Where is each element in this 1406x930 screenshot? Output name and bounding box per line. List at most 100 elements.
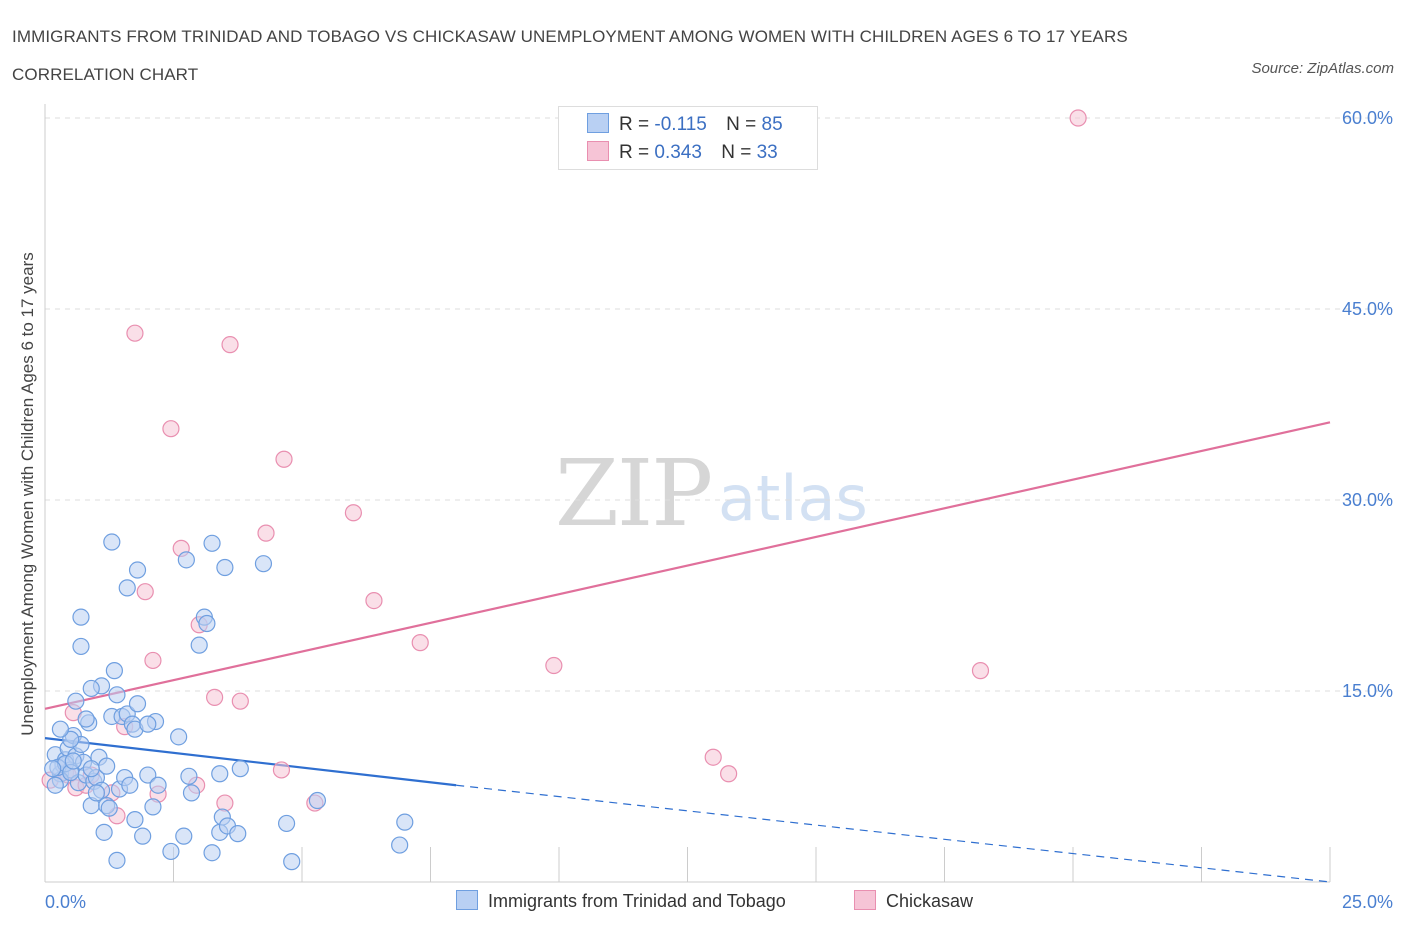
legend-label: Immigrants from Trinidad and Tobago bbox=[488, 891, 786, 911]
point-trinidad bbox=[308, 791, 327, 810]
legend-swatch-pink bbox=[854, 890, 876, 910]
legend-swatch-pink bbox=[587, 141, 609, 161]
point-trinidad bbox=[283, 853, 301, 871]
point-chickasaw bbox=[221, 336, 239, 354]
gridlines bbox=[45, 117, 1390, 692]
r-value: 0.343 bbox=[654, 142, 702, 163]
point-trinidad bbox=[98, 757, 116, 775]
y-tick-label: 15.0% bbox=[1342, 681, 1393, 701]
point-trinidad bbox=[67, 692, 85, 710]
x-tick-label: 0.0% bbox=[45, 892, 86, 912]
point-chickasaw bbox=[720, 765, 738, 783]
chart-title: IMMIGRANTS FROM TRINIDAD AND TOBAGO VS C… bbox=[12, 27, 1128, 84]
legend-item-chickasaw: Chickasaw bbox=[854, 886, 973, 916]
n-label: N = bbox=[721, 142, 752, 163]
point-chickasaw bbox=[144, 651, 162, 670]
point-trinidad bbox=[211, 765, 229, 783]
legend-label: Chickasaw bbox=[886, 891, 974, 911]
point-trinidad bbox=[139, 715, 157, 733]
point-trinidad bbox=[100, 799, 118, 817]
point-trinidad bbox=[231, 760, 249, 778]
point-trinidad bbox=[126, 811, 144, 829]
trend-line-trinidad-extension bbox=[456, 784, 1331, 883]
y-tick-label: 45.0% bbox=[1342, 299, 1393, 319]
point-trinidad bbox=[87, 784, 106, 802]
watermark-zip: ZIP bbox=[555, 440, 713, 547]
point-chickasaw bbox=[231, 692, 249, 710]
point-trinidad bbox=[396, 813, 414, 831]
point-chickasaw bbox=[704, 748, 722, 766]
point-trinidad bbox=[144, 798, 162, 816]
point-trinidad bbox=[134, 827, 152, 845]
series-legend: Immigrants from Trinidad and Tobago Chic… bbox=[0, 886, 1406, 916]
r-value: -0.115 bbox=[654, 114, 707, 135]
point-chickasaw bbox=[126, 324, 144, 342]
point-trinidad bbox=[149, 776, 167, 794]
legend-swatch-blue bbox=[587, 113, 609, 133]
point-trinidad bbox=[77, 710, 95, 728]
point-trinidad bbox=[203, 844, 221, 862]
point-trinidad bbox=[108, 686, 126, 704]
x-tick-label: 25.0% bbox=[1342, 892, 1393, 912]
legend-swatch-blue bbox=[456, 890, 478, 910]
point-chickasaw bbox=[545, 656, 563, 675]
n-value: 33 bbox=[756, 142, 778, 163]
point-chickasaw bbox=[1069, 109, 1087, 127]
point-trinidad bbox=[103, 533, 121, 551]
axes bbox=[44, 104, 1331, 883]
point-trinidad bbox=[198, 614, 216, 633]
stats-legend-row-blue: R = -0.115 N = 85 bbox=[587, 111, 783, 139]
r-label: R = bbox=[619, 142, 650, 163]
point-trinidad bbox=[277, 814, 296, 833]
n-value: 85 bbox=[761, 114, 783, 135]
point-trinidad bbox=[139, 766, 157, 784]
point-trinidad bbox=[64, 752, 82, 770]
point-trinidad bbox=[82, 760, 100, 778]
point-trinidad bbox=[177, 551, 195, 569]
point-trinidad bbox=[128, 561, 147, 579]
trend-lines bbox=[44, 421, 1331, 883]
point-chickasaw bbox=[206, 688, 224, 706]
point-trinidad bbox=[203, 534, 221, 552]
point-chickasaw bbox=[216, 794, 234, 812]
point-chickasaw bbox=[136, 583, 154, 601]
point-trinidad bbox=[82, 679, 100, 698]
point-trinidad bbox=[105, 662, 123, 680]
point-trinidad bbox=[121, 776, 139, 794]
data-points bbox=[41, 109, 1087, 871]
point-chickasaw bbox=[365, 591, 383, 610]
point-trinidad bbox=[118, 579, 136, 597]
point-trinidad bbox=[108, 851, 126, 869]
stats-legend-row-pink: R = 0.343 N = 33 bbox=[587, 139, 778, 167]
point-chickasaw bbox=[344, 504, 362, 522]
point-chickasaw bbox=[275, 450, 293, 468]
trend-line-trinidad bbox=[44, 737, 457, 787]
watermark-atlas: atlas bbox=[718, 462, 868, 535]
point-chickasaw bbox=[411, 634, 429, 652]
point-trinidad bbox=[162, 842, 180, 861]
r-label: R = bbox=[619, 114, 650, 135]
point-trinidad bbox=[229, 825, 247, 843]
y-tick-label: 60.0% bbox=[1342, 108, 1393, 128]
point-chickasaw bbox=[162, 420, 180, 438]
source-label: Source: ZipAtlas.com bbox=[1251, 60, 1394, 77]
point-trinidad bbox=[51, 720, 70, 738]
point-trinidad bbox=[72, 637, 90, 656]
point-trinidad bbox=[180, 767, 198, 785]
stats-legend: R = -0.115 N = 85 R = 0.343 N = 33 bbox=[558, 106, 818, 170]
point-trinidad bbox=[175, 827, 193, 845]
point-trinidad bbox=[62, 730, 80, 748]
point-trinidad bbox=[128, 695, 147, 713]
point-trinidad bbox=[254, 555, 273, 573]
point-chickasaw bbox=[257, 524, 275, 542]
y-tick-label: 30.0% bbox=[1342, 490, 1393, 510]
tick-labels: 15.0% 30.0% 45.0% 60.0% 0.0% 25.0% bbox=[45, 108, 1393, 912]
point-chickasaw bbox=[272, 761, 291, 779]
point-trinidad bbox=[391, 836, 409, 854]
point-chickasaw bbox=[971, 662, 990, 680]
legend-item-trinidad: Immigrants from Trinidad and Tobago bbox=[456, 886, 786, 916]
point-trinidad bbox=[95, 823, 113, 841]
trend-line-chickasaw bbox=[44, 421, 1331, 710]
point-trinidad bbox=[46, 776, 64, 794]
